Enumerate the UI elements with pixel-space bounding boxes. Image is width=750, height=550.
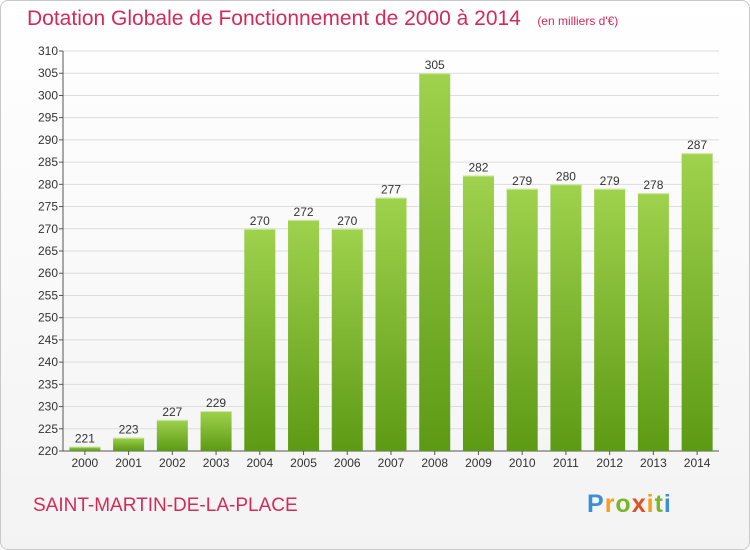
x-tick-label: 2003: [203, 456, 230, 470]
x-tick-label: 2010: [509, 456, 536, 470]
data-label: 221: [75, 432, 95, 446]
y-tick-label: 285: [38, 155, 58, 169]
x-tick-label: 2014: [684, 456, 711, 470]
data-label: 280: [556, 169, 576, 183]
x-tick-label: 2004: [246, 456, 273, 470]
x-tick-label: 2011: [553, 456, 579, 470]
y-tick-label: 270: [38, 222, 58, 236]
bar-2011: [550, 184, 582, 452]
y-tick-label: 245: [38, 333, 58, 347]
bars: [69, 73, 713, 452]
x-tick-label: 2006: [334, 456, 361, 470]
y-tick-label: 310: [38, 44, 58, 58]
x-tick-label: 2008: [421, 456, 448, 470]
data-label: 272: [294, 205, 314, 219]
x-tick-label: 2007: [378, 456, 405, 470]
y-tick-label: 255: [38, 288, 58, 302]
data-label: 227: [162, 405, 182, 419]
y-tick-labels: 220 225 230 235 240 245 250 255 260 265 270 275 280 2…: [38, 44, 58, 458]
y-tick-label: 265: [38, 244, 58, 258]
bar-2001: [113, 437, 145, 451]
y-tick-label: 250: [38, 311, 58, 325]
x-tick-label: 2009: [465, 456, 492, 470]
y-tick-label: 290: [38, 133, 58, 147]
data-label: 279: [600, 174, 620, 188]
data-label: 229: [206, 396, 226, 410]
data-label: 278: [643, 178, 663, 192]
bar-2005: [288, 219, 320, 451]
x-tick-label: 2013: [640, 456, 667, 470]
bar-2002: [156, 419, 188, 451]
y-tick-label: 230: [38, 400, 58, 414]
bar-2010: [506, 188, 538, 451]
data-labels: 221 223 227 229 270 272 270 277 305 282 279 280 279 2…: [75, 58, 708, 445]
y-tick-label: 260: [38, 266, 58, 280]
data-label: 277: [381, 183, 401, 197]
bar-2000: [69, 446, 101, 451]
bar-2003: [200, 411, 232, 451]
data-label: 305: [425, 58, 445, 72]
y-tick-label: 305: [38, 66, 58, 80]
y-tick-label: 300: [38, 88, 58, 102]
data-label: 270: [337, 214, 357, 228]
x-tick-label: 2000: [72, 456, 99, 470]
bar-2004: [244, 228, 276, 451]
y-tick-label: 225: [38, 422, 58, 436]
commune-name: SAINT-MARTIN-DE-LA-PLACE: [33, 495, 298, 516]
chart-title-block: Dotation Globale de Fonctionnement de 20…: [27, 7, 618, 31]
x-tick-labels: 2000 2001 2002 2003 2004 2005 2006 2007 2008 2009…: [72, 456, 711, 470]
bar-2009: [462, 175, 494, 451]
bar-2006: [331, 228, 363, 451]
bar-2014: [681, 153, 713, 451]
x-tick-label: 2012: [596, 456, 623, 470]
y-tick-label: 235: [38, 377, 58, 391]
y-tick-label: 240: [38, 355, 58, 369]
data-label: 282: [468, 160, 488, 174]
x-tick-label: 2002: [159, 456, 186, 470]
x-tick-label: 2005: [290, 456, 317, 470]
y-tick-label: 295: [38, 111, 58, 125]
chart-subtitle: (en milliers d'€): [537, 14, 619, 28]
proxiti-logo: Proxiti: [587, 490, 672, 518]
data-label: 223: [119, 423, 139, 437]
data-label: 270: [250, 214, 270, 228]
y-tick-label: 280: [38, 177, 58, 191]
data-label: 287: [687, 138, 707, 152]
y-tick-label: 220: [38, 444, 58, 458]
y-tick-label: 275: [38, 200, 58, 214]
bar-2013: [637, 193, 669, 451]
bar-2012: [594, 188, 626, 451]
bar-2007: [375, 197, 407, 451]
chart-title: Dotation Globale de Fonctionnement de 20…: [27, 7, 521, 30]
x-tick-label: 2001: [115, 456, 142, 470]
bar-2008: [419, 73, 451, 451]
data-label: 279: [512, 174, 532, 188]
